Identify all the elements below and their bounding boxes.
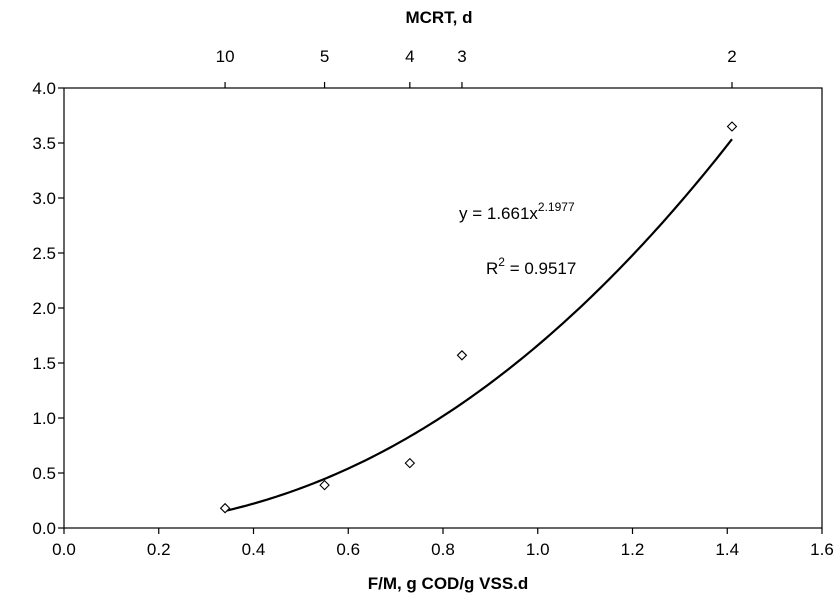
x-tick-label: 0.8 [431,540,455,559]
y-tick-label: 1.0 [32,409,56,428]
y-tick-label: 4.0 [32,79,56,98]
x-tick-label: 1.2 [621,540,645,559]
top-tick-label: 10 [216,47,235,66]
r-squared-label: R2 = 0.9517 [486,255,576,278]
y-tick-label: 0.5 [32,464,56,483]
x-tick-label: 0.4 [242,540,266,559]
y-tick-label: 0.0 [32,519,56,538]
top-tick-label: 5 [320,47,329,66]
data-points [219,121,738,514]
data-point [219,502,231,514]
x-tick-label: 0.6 [336,540,360,559]
r2-superscript: 2 [498,255,505,269]
x-tick-label: 0.2 [147,540,171,559]
r2-text: R [486,259,498,278]
x-tick-label: 0.0 [52,540,76,559]
y-tick-label: 3.0 [32,189,56,208]
trendline-equation: y = 1.661x2.1977 [459,200,575,223]
x-tick-label: 1.4 [715,540,739,559]
top-tick-label: 4 [405,47,414,66]
trendline [224,138,733,513]
x-axis-title: F/M, g COD/g VSS.d [368,574,529,593]
plot-border [63,87,823,529]
secondary-x-axis: 10 5 4 3 2 [216,47,737,88]
r2-value: = 0.9517 [505,259,576,278]
y-tick-label: 2.5 [32,244,56,263]
top-tick-label: 2 [727,47,736,66]
y-tick-label: 1.5 [32,354,56,373]
y-tick-label: 2.0 [32,299,56,318]
x-tick-label: 1.6 [810,540,834,559]
trendline-group [224,138,733,513]
data-point [456,350,468,361]
top-tick-label: 3 [457,47,466,66]
data-point [404,457,416,469]
y-axis: 0.0 0.5 1.0 1.5 2.0 2.5 3.0 3.5 4.0 [32,79,64,538]
data-point [726,121,738,132]
secondary-x-axis-title: MCRT, d [405,8,472,27]
x-tick-label: 1.0 [526,540,550,559]
equation-exponent: 2.1977 [538,200,575,214]
y-tick-label: 3.5 [32,134,56,153]
plot-area [63,87,823,529]
equation-text: y = 1.661x [459,204,538,223]
x-axis: 0.0 0.2 0.4 0.6 0.8 1.0 1.2 1.4 1.6 [52,528,834,559]
data-point [319,479,330,491]
